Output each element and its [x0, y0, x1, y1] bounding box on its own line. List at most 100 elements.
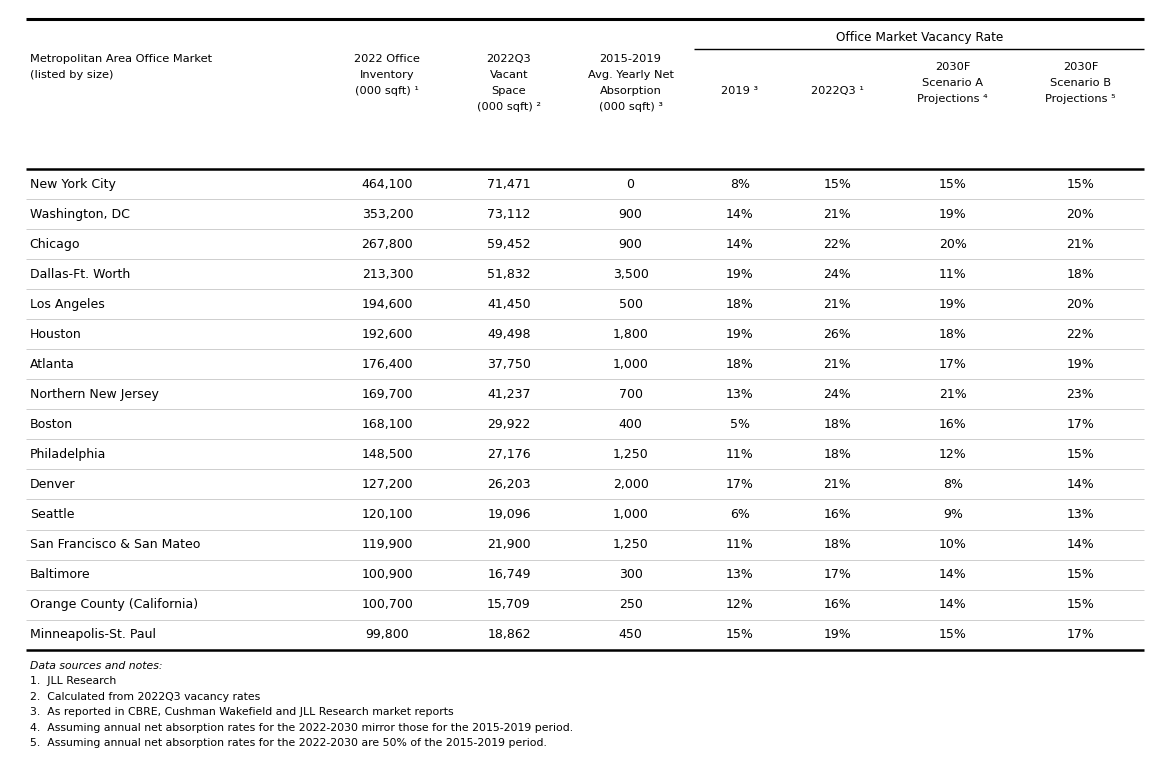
Text: Houston: Houston	[29, 328, 82, 341]
Text: 5%: 5%	[730, 418, 750, 431]
Text: 2022Q3: 2022Q3	[487, 54, 531, 64]
Text: Avg. Yearly Net: Avg. Yearly Net	[587, 70, 674, 80]
Text: 17%: 17%	[1067, 628, 1094, 641]
Text: 14%: 14%	[938, 598, 966, 611]
Text: Inventory: Inventory	[360, 70, 414, 80]
Text: 12%: 12%	[938, 448, 966, 461]
Text: 464,100: 464,100	[362, 178, 413, 191]
Text: 73,112: 73,112	[487, 208, 531, 221]
Text: 18%: 18%	[938, 328, 966, 341]
Text: 21%: 21%	[824, 358, 851, 371]
Text: 19%: 19%	[938, 208, 966, 221]
Text: 100,700: 100,700	[362, 598, 413, 611]
Text: 8%: 8%	[943, 478, 963, 491]
Text: 169,700: 169,700	[362, 388, 413, 401]
Text: 700: 700	[619, 388, 642, 401]
Text: 300: 300	[619, 568, 642, 581]
Text: 1,250: 1,250	[613, 538, 648, 551]
Text: 11%: 11%	[938, 268, 966, 281]
Text: 1,000: 1,000	[613, 358, 648, 371]
Text: 15%: 15%	[1067, 448, 1094, 461]
Text: Minneapolis-St. Paul: Minneapolis-St. Paul	[29, 628, 156, 641]
Text: 13%: 13%	[1067, 508, 1094, 521]
Text: 24%: 24%	[824, 268, 851, 281]
Text: 26,203: 26,203	[487, 478, 531, 491]
Text: 26%: 26%	[824, 328, 851, 341]
Text: 20%: 20%	[1067, 208, 1094, 221]
Text: 192,600: 192,600	[362, 328, 413, 341]
Text: 1,000: 1,000	[613, 508, 648, 521]
Text: Absorption: Absorption	[600, 86, 661, 96]
Text: Scenario A: Scenario A	[922, 79, 983, 89]
Text: 20%: 20%	[938, 238, 966, 251]
Text: 176,400: 176,400	[362, 358, 413, 371]
Text: 21%: 21%	[1067, 238, 1094, 251]
Text: (000 sqft) ¹: (000 sqft) ¹	[356, 86, 419, 96]
Text: 2022 Office: 2022 Office	[355, 54, 420, 64]
Text: 16%: 16%	[824, 508, 851, 521]
Text: Philadelphia: Philadelphia	[29, 448, 106, 461]
Text: Boston: Boston	[29, 418, 73, 431]
Text: 2022Q3 ¹: 2022Q3 ¹	[811, 86, 863, 96]
Text: 1,800: 1,800	[613, 328, 648, 341]
Text: 18%: 18%	[824, 418, 852, 431]
Text: 148,500: 148,500	[362, 448, 413, 461]
Text: 14%: 14%	[1067, 478, 1094, 491]
Text: 37,750: 37,750	[487, 358, 531, 371]
Text: 10%: 10%	[938, 538, 966, 551]
Text: 41,450: 41,450	[487, 298, 531, 311]
Text: 19%: 19%	[938, 298, 966, 311]
Text: 127,200: 127,200	[362, 478, 413, 491]
Text: 19%: 19%	[727, 268, 753, 281]
Text: Seattle: Seattle	[29, 508, 74, 521]
Text: 18%: 18%	[727, 358, 753, 371]
Text: 11%: 11%	[727, 448, 753, 461]
Text: 1.  JLL Research: 1. JLL Research	[29, 676, 116, 686]
Text: 4.  Assuming annual net absorption rates for the 2022-2030 mirror those for the : 4. Assuming annual net absorption rates …	[29, 722, 573, 732]
Text: 18%: 18%	[1067, 268, 1094, 281]
Text: Northern New Jersey: Northern New Jersey	[29, 388, 159, 401]
Text: 2019 ³: 2019 ³	[722, 86, 758, 96]
Text: San Francisco & San Mateo: San Francisco & San Mateo	[29, 538, 200, 551]
Text: 18,862: 18,862	[487, 628, 531, 641]
Text: 15%: 15%	[1067, 598, 1094, 611]
Text: 13%: 13%	[727, 388, 753, 401]
Text: 14%: 14%	[1067, 538, 1094, 551]
Text: 14%: 14%	[727, 238, 753, 251]
Text: 0: 0	[627, 178, 634, 191]
Text: Data sources and notes:: Data sources and notes:	[29, 661, 163, 671]
Text: Projections ⁵: Projections ⁵	[1045, 94, 1116, 104]
Text: 450: 450	[619, 628, 642, 641]
Text: (listed by size): (listed by size)	[29, 70, 113, 80]
Text: 168,100: 168,100	[362, 418, 413, 431]
Text: New York City: New York City	[29, 178, 116, 191]
Text: 20%: 20%	[1067, 298, 1094, 311]
Text: 23%: 23%	[1067, 388, 1094, 401]
Text: 900: 900	[619, 208, 642, 221]
Text: Space: Space	[491, 86, 526, 96]
Text: 18%: 18%	[824, 448, 852, 461]
Text: 27,176: 27,176	[487, 448, 531, 461]
Text: 29,922: 29,922	[488, 418, 531, 431]
Text: 5.  Assuming annual net absorption rates for the 2022-2030 are 50% of the 2015-2: 5. Assuming annual net absorption rates …	[29, 738, 546, 748]
Text: 17%: 17%	[938, 358, 966, 371]
Text: 19%: 19%	[1067, 358, 1094, 371]
Text: Vacant: Vacant	[490, 70, 529, 80]
Text: (000 sqft) ²: (000 sqft) ²	[477, 102, 541, 112]
Text: 194,600: 194,600	[362, 298, 413, 311]
Text: 99,800: 99,800	[365, 628, 410, 641]
Text: Orange County (California): Orange County (California)	[29, 598, 198, 611]
Text: 22%: 22%	[1067, 328, 1094, 341]
Text: 16%: 16%	[824, 598, 851, 611]
Text: 2030F: 2030F	[1062, 62, 1099, 72]
Text: Atlanta: Atlanta	[29, 358, 75, 371]
Text: 21%: 21%	[938, 388, 966, 401]
Text: Scenario B: Scenario B	[1049, 79, 1112, 89]
Text: 19%: 19%	[727, 328, 753, 341]
Text: 21%: 21%	[824, 478, 851, 491]
Text: 353,200: 353,200	[362, 208, 413, 221]
Text: Washington, DC: Washington, DC	[29, 208, 130, 221]
Text: 19%: 19%	[824, 628, 851, 641]
Text: 18%: 18%	[727, 298, 753, 311]
Text: 2030F: 2030F	[935, 62, 970, 72]
